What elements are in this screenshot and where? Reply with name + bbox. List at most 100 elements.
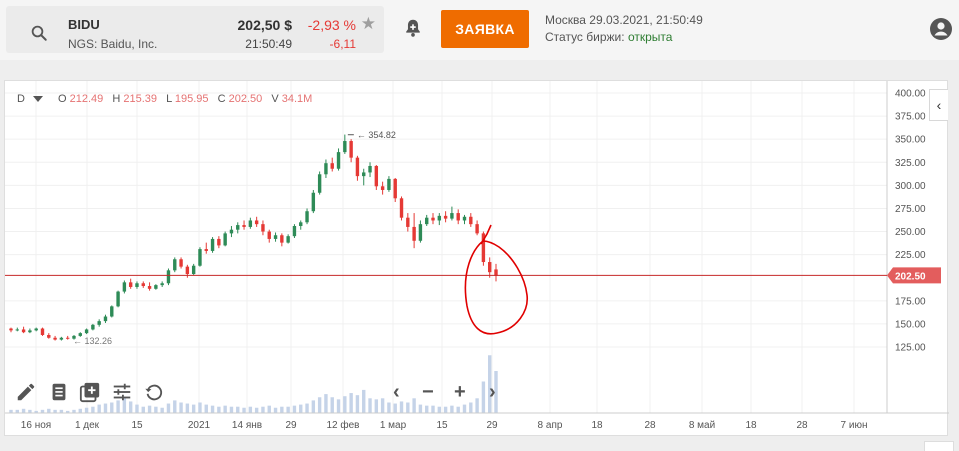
tune-icon[interactable]: [111, 381, 133, 403]
chart-panel[interactable]: 400.00 375.00 350.00 325.00 300.00 275.00 250.…: [4, 80, 949, 437]
candle: [330, 163, 334, 169]
star-icon[interactable]: ★: [360, 14, 376, 33]
volume-bar: [280, 406, 284, 413]
candle: [443, 215, 448, 219]
pencil-icon[interactable]: [15, 381, 37, 403]
candle: [236, 225, 240, 230]
candle: [412, 226, 416, 241]
candle: [425, 217, 429, 225]
min-price-label: ← 132.26: [73, 336, 112, 346]
zoom-in-button[interactable]: +: [454, 381, 466, 403]
low-label: L: [166, 93, 172, 105]
open-label: O: [58, 93, 67, 105]
candle: [204, 249, 208, 251]
scroll-right-button[interactable]: ›: [489, 381, 496, 403]
volume-value: 34.1M: [281, 93, 313, 105]
candle: [65, 337, 70, 339]
volume-bar: [481, 381, 486, 413]
volume-bar: [185, 403, 190, 413]
y-tick-label: 400.00: [895, 89, 926, 100]
candle: [248, 220, 253, 227]
x-tick-label: 8 май: [689, 420, 715, 431]
candle: [462, 216, 467, 221]
scroll-left-button[interactable]: ‹: [393, 381, 400, 403]
current-price-badge: [887, 267, 941, 284]
account-icon[interactable]: [929, 17, 953, 41]
volume-bar: [330, 397, 334, 413]
volume-bar: [154, 406, 158, 413]
search-icon[interactable]: [30, 24, 48, 42]
candle: [40, 328, 45, 335]
candle: [254, 220, 259, 225]
candle: [481, 233, 486, 263]
volume-bar: [179, 402, 183, 413]
period-selector[interactable]: D: [17, 93, 25, 105]
zoom-out-button[interactable]: −: [422, 381, 434, 403]
volume-bar: [469, 402, 473, 413]
volume-bar: [305, 403, 309, 413]
candle: [343, 141, 347, 153]
market-datetime: Москва 29.03.2021, 21:50:49: [545, 13, 703, 27]
candle: [78, 333, 82, 336]
volume-bar: [97, 404, 101, 413]
volume-bar: [362, 389, 366, 413]
candle: [110, 306, 114, 317]
candle: [387, 178, 391, 190]
candle: [28, 330, 32, 333]
bottom-panel-tab[interactable]: [924, 441, 954, 451]
high-value: 215.39: [123, 93, 158, 105]
volume-bar: [141, 406, 145, 413]
volume-bar: [317, 397, 322, 413]
notes-icon[interactable]: [48, 381, 70, 403]
x-tick-label: 14 янв: [232, 420, 262, 431]
volume-bar: [387, 402, 391, 413]
add-box-icon[interactable]: [79, 381, 101, 403]
volume-bar: [128, 401, 133, 413]
candle: [368, 165, 372, 173]
price-chart[interactable]: 400.00 375.00 350.00 325.00 300.00 275.00 250.…: [5, 81, 949, 437]
candle: [191, 265, 196, 275]
x-tick-label: 8 апр: [538, 420, 563, 431]
candle: [469, 216, 473, 225]
ohlc-legend: D O 212.49 H 215.39 L 195.95 C 202.50 V …: [17, 93, 318, 105]
volume-bar: [173, 400, 177, 413]
volume-bar: [223, 405, 227, 413]
candle: [261, 224, 265, 232]
x-tick-label: 29: [486, 420, 498, 431]
volume-bar: [110, 402, 114, 413]
market-status: Статус биржи: открыта: [545, 30, 672, 44]
chevron-down-icon[interactable]: [32, 95, 43, 102]
volume-bar: [229, 406, 234, 413]
ticker-card[interactable]: BIDU NGS: Baidu, Inc. 202,50 $ 21:50:49 …: [6, 6, 384, 53]
ticker-exchange: NGS: Baidu, Inc.: [68, 37, 158, 51]
candle: [273, 235, 278, 239]
candle: [160, 283, 164, 286]
volume-bar: [425, 405, 429, 413]
volume-bar: [324, 394, 328, 413]
candle: [418, 224, 423, 241]
x-tick-label: 28: [644, 420, 656, 431]
candle: [299, 222, 303, 227]
candle: [399, 198, 404, 218]
candle: [355, 157, 360, 177]
history-icon[interactable]: [143, 381, 165, 403]
candle: [135, 283, 139, 287]
low-value: 195.95: [174, 93, 209, 105]
candle: [305, 211, 309, 223]
volume-bar: [15, 409, 19, 413]
candle: [128, 282, 133, 287]
volume-bar: [418, 404, 423, 413]
volume-bar: [135, 404, 139, 413]
chevron-left-icon[interactable]: ‹: [929, 89, 948, 121]
add-alert-icon[interactable]: [402, 17, 424, 39]
y-tick-label: 375.00: [895, 112, 926, 123]
volume-bar: [393, 403, 397, 413]
candle: [494, 269, 498, 276]
volume-bar: [349, 393, 353, 413]
volume-bar: [65, 410, 70, 413]
order-button[interactable]: ЗАЯВКА: [441, 10, 529, 48]
volume-bar: [28, 409, 32, 413]
volume-bar: [204, 404, 208, 413]
volume-bar: [475, 398, 479, 413]
x-tick-label: 1 мар: [380, 420, 407, 431]
